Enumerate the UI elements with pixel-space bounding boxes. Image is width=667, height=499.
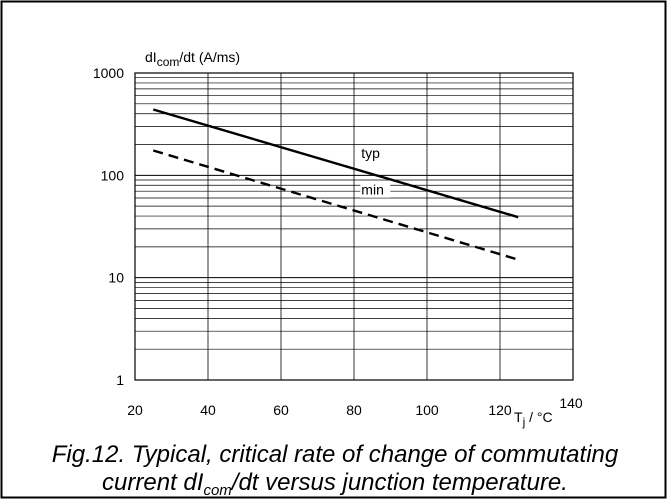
- series-label-min-background: [360, 181, 391, 198]
- x-axis-label-rest: / °C: [525, 409, 552, 425]
- y-axis-label-rest: /dt (A/ms): [179, 49, 240, 65]
- series-label-min: min: [361, 182, 384, 198]
- caption-line-2-suffix: /dt versus junction temperature.: [230, 469, 568, 496]
- y-tick-label: 10: [108, 270, 124, 286]
- caption-line-1: Fig.12. Typical, critical rate of change…: [52, 441, 619, 468]
- series-group: typ min: [152, 108, 519, 261]
- series-line-typ: [152, 108, 519, 219]
- caption-line-2: current dIcom/dt versus junction tempera…: [102, 469, 568, 499]
- y-tick-label: 1000: [93, 65, 124, 81]
- x-axis-label-main: T: [514, 409, 523, 425]
- plot-area: [134, 72, 574, 381]
- series-label-typ: typ: [361, 145, 380, 161]
- x-tick-label: 60: [273, 402, 289, 418]
- caption-line-2-prefix: current dI: [102, 469, 204, 496]
- y-tick-label: 1: [116, 372, 124, 388]
- y-axis-label-sub: com: [157, 55, 180, 69]
- x-tick-label: 40: [200, 402, 216, 418]
- tick-labels: 20 40 60 80 100 120 140 1 10 100 1000: [93, 65, 583, 418]
- x-tick-label: 80: [346, 402, 362, 418]
- x-tick-label: 100: [415, 402, 439, 418]
- x-tick-label: 20: [127, 402, 143, 418]
- caption-line-2-sub: com: [203, 482, 231, 499]
- y-axis-label-main: dI: [145, 49, 157, 65]
- x-axis-label-sub: j: [522, 415, 526, 429]
- x-axis-label: Tj / °C: [514, 409, 553, 429]
- x-tick-label: 120: [488, 402, 512, 418]
- x-tick-label: 140: [559, 395, 583, 411]
- y-tick-label: 100: [101, 167, 125, 183]
- y-axis-label: dIcom/dt (A/ms): [145, 49, 240, 69]
